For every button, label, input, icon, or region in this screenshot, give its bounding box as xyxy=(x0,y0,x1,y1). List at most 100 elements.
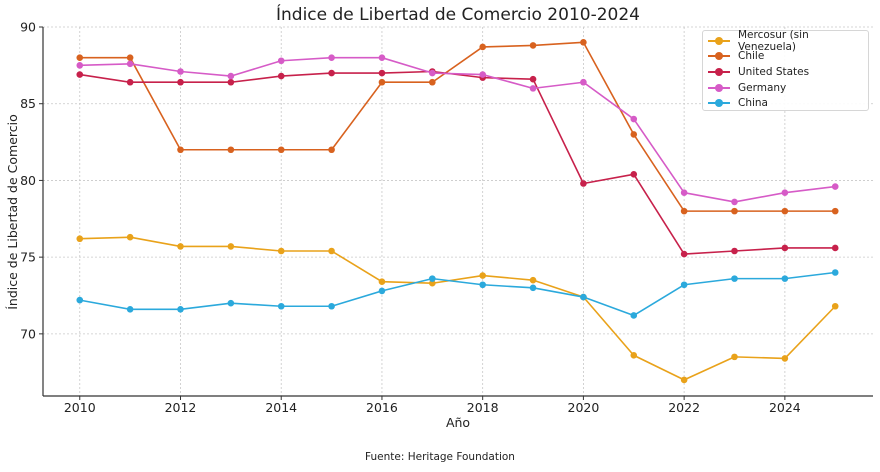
y-tick-label: 90 xyxy=(20,20,36,35)
data-point xyxy=(529,42,537,49)
data-point xyxy=(831,269,839,276)
data-point xyxy=(177,68,184,75)
data-point xyxy=(630,170,638,178)
data-point xyxy=(479,71,486,78)
legend-item: Chile xyxy=(708,49,864,65)
data-point xyxy=(731,275,738,282)
data-point xyxy=(529,284,537,292)
data-point xyxy=(831,207,839,215)
data-point xyxy=(630,115,638,123)
legend-marker-icon xyxy=(715,99,723,108)
data-point xyxy=(831,183,839,190)
legend: Mercosur (sin Venezuela) Chile United St… xyxy=(702,29,869,111)
legend-marker-icon xyxy=(715,52,723,61)
series-line xyxy=(79,271,836,317)
series-line xyxy=(79,41,836,212)
legend-item: Germany xyxy=(708,80,864,96)
data-point xyxy=(630,312,638,319)
legend-swatch-icon xyxy=(708,67,730,76)
legend-label: Germany xyxy=(738,81,787,94)
source-note: Fuente: Heritage Foundation xyxy=(365,451,515,463)
x-tick-label: 2020 xyxy=(568,400,600,415)
data-point xyxy=(328,302,335,310)
x-tick-label: 2014 xyxy=(265,400,297,415)
data-point xyxy=(126,54,134,61)
data-point xyxy=(630,352,638,359)
data-point xyxy=(277,146,285,154)
legend-label: Mercosur (sin Venezuela) xyxy=(738,28,809,53)
legend-swatch-icon xyxy=(708,99,730,108)
data-point xyxy=(328,54,335,61)
data-point xyxy=(126,78,134,86)
data-point xyxy=(227,243,235,250)
series-china xyxy=(76,269,839,319)
data-point xyxy=(680,376,688,384)
data-point xyxy=(177,243,184,250)
x-axis-label: Año xyxy=(446,415,470,430)
legend-label: Chile xyxy=(738,50,765,63)
data-point xyxy=(781,189,789,197)
legend-swatch-icon xyxy=(708,36,730,45)
data-point xyxy=(76,62,84,69)
legend-marker-icon xyxy=(715,83,723,92)
data-point xyxy=(781,207,789,215)
data-point xyxy=(781,244,789,252)
y-tick-label: 75 xyxy=(20,250,36,265)
axes xyxy=(42,27,873,397)
legend-item: Mercosur (sin Venezuela) xyxy=(708,29,864,53)
data-point xyxy=(580,78,587,86)
data-point xyxy=(126,306,134,313)
y-axis-label: Índice de Libertad de Comercio xyxy=(5,114,20,310)
data-point xyxy=(378,78,386,86)
series-chile xyxy=(76,39,839,215)
data-point xyxy=(328,146,335,154)
data-point xyxy=(529,85,537,92)
series-group xyxy=(76,39,839,384)
data-point xyxy=(227,72,235,80)
series-germany xyxy=(76,54,839,206)
data-point xyxy=(479,272,486,279)
data-point xyxy=(126,60,134,68)
data-point xyxy=(76,54,84,61)
data-point xyxy=(580,39,587,46)
data-point xyxy=(529,276,537,284)
data-point xyxy=(378,54,386,61)
data-point xyxy=(680,189,688,197)
series-line xyxy=(79,56,836,203)
data-point xyxy=(277,57,285,65)
x-tick-label: 2018 xyxy=(467,400,499,415)
data-point xyxy=(680,207,688,215)
data-point xyxy=(831,244,839,252)
legend-marker-icon xyxy=(715,67,723,76)
data-point xyxy=(277,247,285,255)
data-point xyxy=(378,278,386,285)
legend-marker-icon xyxy=(715,36,723,45)
data-point xyxy=(429,279,436,287)
data-point xyxy=(277,302,285,310)
data-point xyxy=(177,306,184,313)
data-point xyxy=(76,71,84,78)
y-tick-label: 80 xyxy=(20,173,36,188)
data-point xyxy=(580,293,587,301)
data-point xyxy=(479,43,486,51)
data-point xyxy=(731,198,738,206)
x-tick-label: 2016 xyxy=(366,400,398,415)
legend-label: China xyxy=(738,97,768,110)
x-tick-label: 2010 xyxy=(64,400,96,415)
legend-swatch-icon xyxy=(708,52,730,61)
data-point xyxy=(76,296,84,304)
y-tick-label: 70 xyxy=(20,326,36,341)
data-point xyxy=(76,235,84,243)
data-point xyxy=(630,131,638,138)
x-tick-label: 2022 xyxy=(668,400,700,415)
data-point xyxy=(831,302,839,310)
data-point xyxy=(781,275,789,282)
y-ticks: 70 75 80 85 90 xyxy=(20,20,43,341)
legend-item: China xyxy=(708,95,864,111)
data-point xyxy=(429,78,436,86)
x-tick-label: 2024 xyxy=(769,400,801,415)
data-point xyxy=(177,146,184,154)
y-tick-label: 85 xyxy=(20,96,36,111)
data-point xyxy=(126,233,134,241)
